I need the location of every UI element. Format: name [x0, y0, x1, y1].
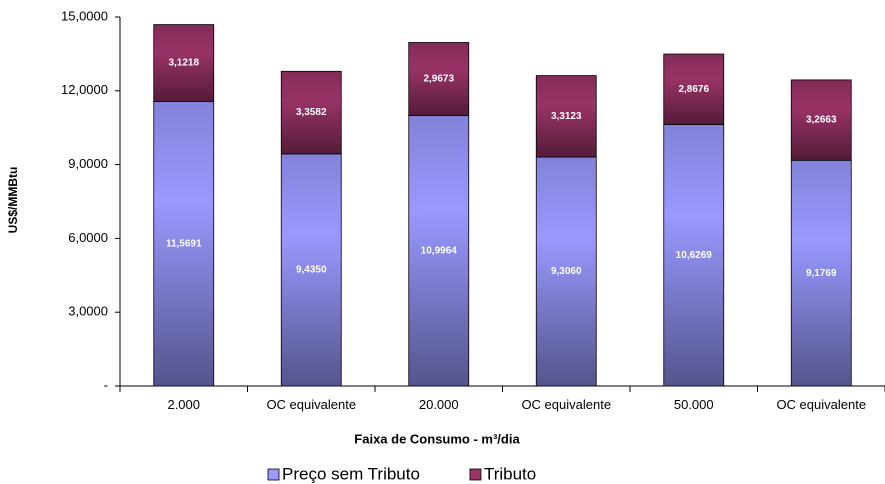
legend-label: Preço sem Tributo	[282, 464, 420, 483]
x-tick-label: 2.000	[167, 397, 201, 412]
value-label: 3,1218	[168, 58, 199, 69]
value-label: 10,6269	[676, 250, 713, 261]
legend-swatch	[469, 468, 482, 481]
x-tick-label: OC equivalente	[521, 397, 612, 412]
value-label: 10,9964	[421, 245, 458, 256]
y-tick-label: 15,0000	[61, 8, 108, 23]
x-tick-label: OC equivalente	[776, 397, 867, 412]
y-axis-title: US$/MMBtu	[6, 167, 20, 234]
legend-swatch	[267, 468, 280, 481]
value-label: 9,1769	[806, 268, 837, 279]
y-tick-label: 6,0000	[68, 230, 108, 245]
value-label: 2,9673	[423, 74, 454, 85]
value-label: 9,3060	[551, 266, 582, 277]
value-label: 9,4350	[296, 265, 327, 276]
x-axis-title: Faixa de Consumo - m³/dia	[354, 431, 520, 446]
value-label: 3,3123	[551, 111, 582, 122]
x-tick-label: OC equivalente	[266, 397, 357, 412]
value-label: 2,8676	[678, 84, 709, 95]
y-tick-label: 9,0000	[68, 156, 108, 171]
value-label: 3,3582	[296, 107, 327, 118]
y-tick-label: 12,0000	[61, 82, 108, 97]
value-label: 11,5691	[166, 238, 202, 249]
y-tick-label: 3,0000	[68, 304, 108, 319]
x-tick-label: 50.000	[673, 397, 714, 412]
x-tick-label: 20.000	[418, 397, 459, 412]
value-label: 3,2663	[806, 115, 837, 126]
y-tick-label: -	[104, 377, 108, 392]
legend-label: Tributo	[484, 464, 536, 483]
